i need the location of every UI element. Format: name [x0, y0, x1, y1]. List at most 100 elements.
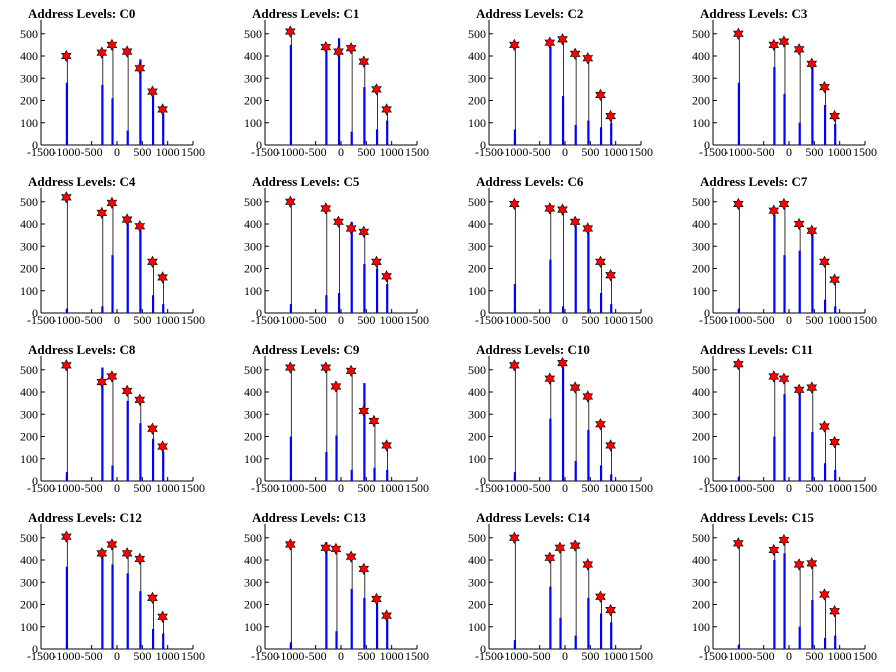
x-tick-label: 1500 — [853, 649, 877, 663]
peak-marker — [806, 224, 818, 237]
histogram-bar — [350, 588, 353, 649]
y-tick-label: 200 — [20, 430, 38, 444]
x-tick-label: 0 — [338, 145, 344, 159]
y-tick-label: 500 — [20, 531, 38, 545]
y-tick-label: 300 — [692, 407, 710, 421]
peak-marker — [569, 539, 581, 552]
chart-panel-12: Address Levels: C12 0 100 200 300 400 500 -1500… — [20, 510, 205, 663]
histogram-bar — [139, 59, 142, 145]
chart-panel-7: Address Levels: C70100200300400500-1500-… — [692, 174, 877, 327]
x-tick-label: -1000 — [52, 313, 80, 327]
peak-marker — [793, 217, 805, 231]
peak-marker — [605, 439, 616, 452]
chart-panel-8: Address Levels: C80100200300400500-1500-… — [20, 342, 205, 495]
y-tick-label: 400 — [20, 49, 38, 63]
x-tick-label: 1000 — [380, 313, 404, 327]
chart-panel-1: Address Levels: C10100200300400500-1500-… — [244, 6, 429, 159]
peak-marker — [793, 558, 805, 571]
x-tick-label: 500 — [581, 649, 599, 663]
x-tick-label: -500 — [529, 481, 551, 495]
histogram-bar — [162, 304, 165, 313]
y-tick-label: 500 — [468, 363, 486, 377]
histogram-bar — [350, 221, 353, 313]
chart-title: Address Levels: C1 — [252, 6, 359, 21]
peak-marker — [595, 88, 606, 102]
histogram-bar — [587, 597, 590, 649]
peak-marker — [569, 215, 581, 228]
histogram-bar — [823, 104, 827, 145]
x-tick-label: -1000 — [276, 649, 304, 663]
histogram-bar — [386, 120, 389, 145]
x-tick-label: 1500 — [853, 313, 877, 327]
y-tick-label: 300 — [20, 407, 38, 421]
y-tick-label: 400 — [468, 49, 486, 63]
histogram-bar — [549, 47, 552, 145]
chart-title: Address Levels: C3 — [700, 6, 808, 21]
peak-marker — [61, 359, 72, 372]
peak-marker — [829, 435, 840, 449]
histogram-bar — [363, 383, 366, 481]
y-tick-label: 300 — [20, 71, 38, 85]
histogram-bar — [325, 452, 328, 481]
y-tick-label: 500 — [20, 27, 38, 41]
histogram-bar — [823, 463, 827, 481]
histogram-bar — [599, 465, 603, 481]
histogram-bar — [561, 367, 565, 481]
peak-marker — [778, 533, 790, 547]
y-tick-label: 0 — [32, 474, 38, 488]
x-tick-label: 500 — [805, 481, 823, 495]
y-tick-label: 0 — [704, 474, 710, 488]
x-tick-label: 1500 — [629, 481, 653, 495]
x-tick-label: 0 — [562, 481, 568, 495]
x-tick-label: 500 — [581, 313, 599, 327]
x-tick-label: -1500 — [251, 313, 279, 327]
peak-marker — [806, 381, 818, 394]
y-tick-label: 200 — [692, 430, 710, 444]
x-tick-label: 0 — [114, 313, 120, 327]
histogram-bar — [65, 308, 69, 313]
histogram-bar — [101, 367, 104, 481]
histogram-bar — [549, 259, 552, 313]
x-tick-label: 1000 — [604, 481, 628, 495]
y-tick-label: 300 — [468, 239, 486, 253]
x-tick-label: 500 — [581, 481, 599, 495]
chart-title: Address Levels: C15 — [700, 510, 814, 525]
histogram-bar — [811, 64, 814, 145]
chart-title: Address Levels: C13 — [252, 510, 366, 525]
histogram-bar — [783, 553, 786, 649]
peak-marker — [806, 57, 818, 70]
x-tick-label: -1500 — [27, 481, 55, 495]
histogram-bar — [737, 82, 741, 145]
y-tick-label: 300 — [692, 239, 710, 253]
histogram-bar — [610, 474, 613, 481]
histogram-bar — [139, 230, 142, 313]
x-tick-label: -500 — [529, 649, 551, 663]
x-tick-label: 500 — [805, 313, 823, 327]
y-tick-label: 100 — [20, 452, 38, 466]
histogram-bar — [783, 394, 786, 481]
histogram-bar — [101, 84, 104, 145]
peak-marker — [147, 255, 158, 268]
y-tick-label: 100 — [244, 452, 262, 466]
chart-title: Address Levels: C5 — [252, 174, 360, 189]
peak-marker — [582, 222, 594, 235]
x-tick-label: -1500 — [475, 649, 503, 663]
x-tick-label: -500 — [753, 145, 775, 159]
x-tick-label: -500 — [305, 649, 327, 663]
x-tick-label: 1000 — [828, 145, 852, 159]
chart-title: Address Levels: C6 — [476, 174, 584, 189]
histogram-bar — [811, 600, 814, 649]
peak-marker — [582, 558, 594, 571]
x-tick-label: -1500 — [251, 649, 279, 663]
peak-marker — [582, 390, 594, 403]
peak-marker — [381, 103, 392, 116]
y-tick-label: 500 — [20, 363, 38, 377]
chart-title: Address Levels: C9 — [252, 342, 360, 357]
peak-marker — [381, 609, 392, 622]
histogram-bar — [773, 436, 776, 481]
x-tick-label: 0 — [338, 649, 344, 663]
x-tick-label: 1500 — [405, 649, 429, 663]
peak-marker — [333, 45, 344, 58]
y-tick-label: 100 — [468, 620, 486, 634]
x-tick-label: -1000 — [500, 145, 528, 159]
